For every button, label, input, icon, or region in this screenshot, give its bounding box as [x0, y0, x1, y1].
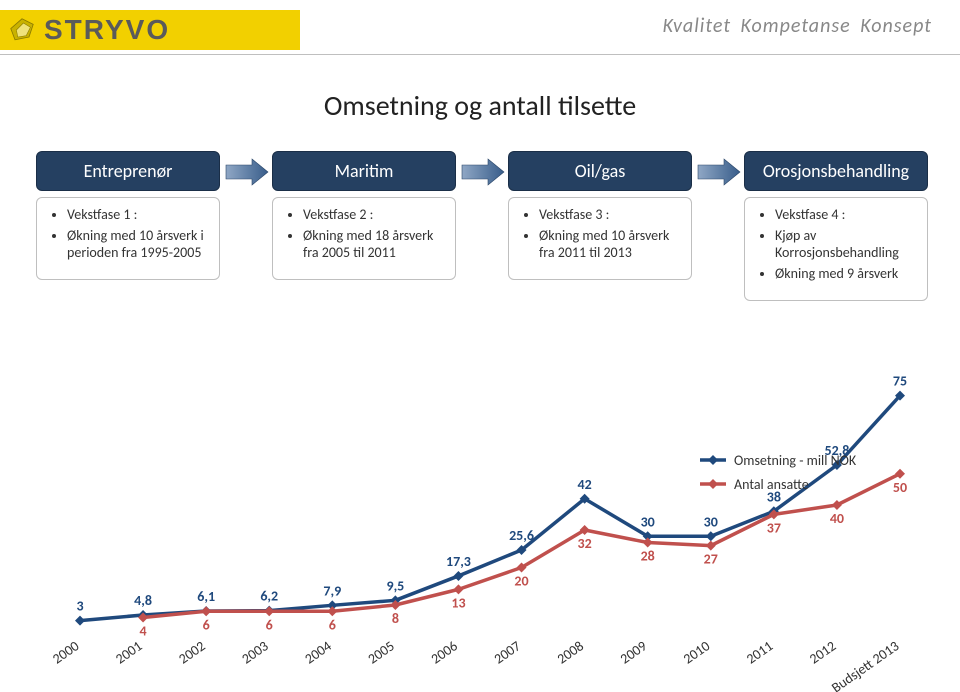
- point-label: 6: [203, 616, 210, 633]
- page-title: Omsetning og antall tilsette: [0, 88, 960, 123]
- point-label: 3: [76, 598, 83, 615]
- phase-header: Orosjonsbehandling: [744, 151, 928, 191]
- point-label: 50: [893, 479, 907, 496]
- phase-header: Entreprenør: [36, 151, 220, 191]
- point-label: 25,6: [509, 527, 534, 544]
- x-axis-label: 2009: [617, 637, 650, 667]
- series-marker: [706, 531, 716, 541]
- x-axis-label: Budsjett 2013: [828, 637, 902, 692]
- point-label: 27: [704, 551, 718, 568]
- tagline-word-3: Konsept: [860, 14, 932, 38]
- point-label: 9,5: [386, 577, 404, 594]
- phase-body: Vekstfase 4 :Kjøp av Korrosjonsbehandlin…: [744, 197, 928, 301]
- point-label: 4: [140, 623, 147, 640]
- series-marker: [453, 584, 463, 594]
- revenue-employees-chart: 34,86,16,27,99,517,325,64230303852,87546…: [0, 360, 960, 692]
- tagline-word-2: Kompetanse: [741, 14, 851, 38]
- header-divider: [0, 54, 960, 55]
- series-marker: [264, 606, 274, 616]
- phase-body: Vekstfase 1 :Økning med 10 årsverk i per…: [36, 197, 220, 280]
- legend-marker-icon: [708, 455, 718, 465]
- phase-card: Oil/gas Vekstfase 3 :Økning med 10 årsver…: [508, 151, 692, 280]
- x-axis-label: 2012: [806, 637, 839, 667]
- point-label: 75: [893, 373, 907, 390]
- x-axis-label: 2011: [743, 637, 776, 667]
- brand-bar: STRYVO: [0, 10, 300, 50]
- x-axis-label: 2000: [49, 637, 82, 667]
- phase-card: Entreprenør Vekstfase 1 :Økning med 10 år…: [36, 151, 220, 280]
- series-marker: [75, 616, 85, 626]
- point-label: 32: [578, 535, 592, 552]
- point-label: 7,9: [323, 582, 341, 599]
- point-label: 20: [514, 573, 528, 590]
- point-label: 30: [704, 513, 718, 530]
- series-marker: [327, 606, 337, 616]
- tagline-word-1: Kvalitet: [663, 14, 731, 38]
- x-axis-label: 2002: [175, 637, 208, 667]
- page-header: STRYVO Kvalitet Kompetanse Konsept: [0, 0, 960, 54]
- point-label: 42: [578, 476, 592, 493]
- flow-arrow-icon: [224, 157, 270, 187]
- phase-body: Vekstfase 2 :Økning med 18 årsverk fra 2…: [272, 197, 456, 280]
- phase-card: Maritim Vekstfase 2 :Økning med 18 årsver…: [272, 151, 456, 280]
- legend-label: Omsetning - mill NOK: [734, 452, 857, 469]
- series-marker: [453, 571, 463, 581]
- x-axis-label: 2008: [554, 637, 587, 667]
- point-label: 8: [392, 610, 399, 627]
- legend-label: Antal ansatte: [734, 476, 809, 493]
- tagline: Kvalitet Kompetanse Konsept: [663, 14, 936, 38]
- x-axis-label: 2001: [112, 637, 145, 667]
- point-label: 37: [767, 519, 781, 536]
- point-label: 6: [266, 616, 273, 633]
- brand-logo-icon: [8, 16, 36, 44]
- series-marker: [643, 538, 653, 548]
- point-label: 30: [641, 513, 655, 530]
- x-axis-label: 2004: [302, 637, 335, 667]
- point-label: 6,2: [260, 588, 278, 605]
- legend-marker-icon: [708, 479, 718, 489]
- point-label: 6: [329, 616, 336, 633]
- phase-card: Orosjonsbehandling Vekstfase 4 :Kjøp av K…: [744, 151, 928, 301]
- series-line: [80, 396, 900, 621]
- x-axis-label: 2007: [491, 637, 524, 667]
- series-marker: [201, 606, 211, 616]
- x-axis-label: 2003: [239, 637, 272, 667]
- phase-body: Vekstfase 3 :Økning med 10 årsverk fra 2…: [508, 197, 692, 280]
- point-label: 17,3: [446, 553, 471, 570]
- point-label: 4,8: [134, 592, 152, 609]
- phase-header: Maritim: [272, 151, 456, 191]
- x-axis-label: 2006: [428, 637, 461, 667]
- phase-flow: Entreprenør Vekstfase 1 :Økning med 10 år…: [36, 151, 924, 361]
- point-label: 13: [451, 594, 465, 611]
- phase-header: Oil/gas: [508, 151, 692, 191]
- point-label: 28: [641, 548, 655, 565]
- flow-arrow-icon: [460, 157, 506, 187]
- x-axis-label: 2005: [365, 637, 398, 667]
- point-label: 6,1: [197, 588, 215, 605]
- x-axis-label: 2010: [680, 637, 713, 667]
- brand-name: STRYVO: [44, 14, 170, 46]
- point-label: 40: [830, 510, 844, 527]
- flow-arrow-icon: [696, 157, 742, 187]
